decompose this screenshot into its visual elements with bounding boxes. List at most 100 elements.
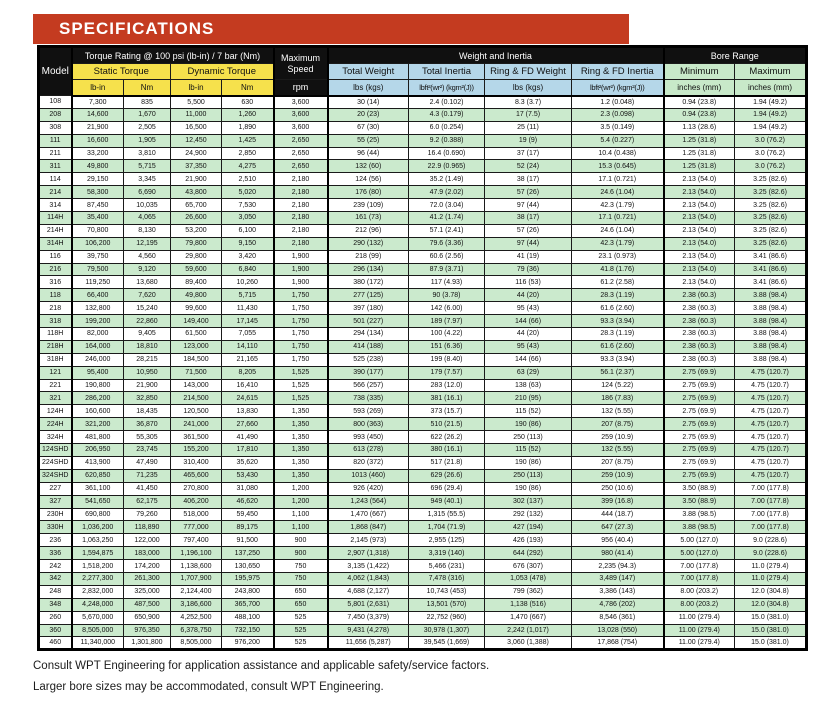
spec-cell: 750 (272, 559, 328, 573)
spec-cell: 3.25 (82.6) (734, 223, 807, 238)
spec-cell: 3.5 (0.149) (571, 120, 664, 135)
spec-cell: 22,752 (960) (408, 610, 485, 625)
spec-cell: 4,786 (202) (571, 597, 664, 612)
model-cell: 242 (38, 559, 72, 573)
header-rpm: rpm (272, 79, 328, 97)
spec-cell: 24.6 (1.04) (571, 185, 664, 200)
spec-cell: 59,600 (170, 262, 222, 277)
spec-cell: 132 (60) (326, 159, 409, 174)
spec-row-111: 111 16,600 1,905 12,450 1,425 2,650 55 (25) 9.2… (38, 133, 807, 148)
spec-cell: 14,600 (70, 107, 124, 122)
spec-cell: 1,750 (272, 339, 328, 354)
table-header: Model Torque Rating @ 100 psi (lb-in) / … (38, 46, 807, 97)
spec-cell: 115 (52) (484, 404, 572, 419)
model-cell: 111 (38, 133, 72, 148)
spec-cell: 2,832,000 (70, 584, 124, 599)
spec-row-308: 308 21,900 2,505 16,500 1,890 3,600 67 (30) 6.0… (38, 120, 807, 135)
spec-cell: 926 (420) (326, 481, 409, 496)
spec-cell: 1.25 (31.8) (662, 146, 735, 161)
header-torque-group: Torque Rating @ 100 psi (lb-in) / 7 bar … (70, 46, 274, 64)
spec-cell: 650 (272, 597, 328, 612)
spec-cell: 2.38 (60.3) (662, 314, 735, 329)
header-weight-group: Weight and Inertia (326, 46, 664, 64)
spec-cell: 647 (27.3) (571, 520, 664, 535)
spec-cell: 122,000 (123, 533, 171, 548)
spec-cell: 2.13 (54.0) (662, 223, 735, 238)
model-cell: 218H (38, 339, 72, 354)
spec-cell: 56.1 (2.37) (571, 365, 664, 380)
spec-cell: 91,500 (221, 533, 274, 548)
spec-cell: 3,186,600 (170, 597, 222, 612)
spec-cell: 3.88 (98.4) (734, 301, 807, 316)
spec-cell: 61.6 (2.60) (571, 301, 664, 316)
spec-cell: 12,450 (170, 133, 222, 148)
spec-cell: 3,489 (147) (571, 571, 664, 586)
spec-cell: 1,425 (221, 133, 274, 148)
spec-cell: 138 (63) (484, 378, 572, 393)
spec-cell: 0.94 (23.8) (662, 95, 735, 109)
spec-cell: 5,466 (231) (408, 559, 485, 573)
spec-cell: 87.9 (3.71) (408, 262, 485, 277)
spec-cell: 3,600 (272, 107, 328, 122)
spec-cell: 3.25 (82.6) (734, 198, 807, 213)
spec-cell: 620,850 (70, 468, 124, 483)
spec-cell: 414 (188) (326, 339, 409, 354)
spec-cell: 24,615 (221, 391, 274, 406)
spec-cell: 2,277,300 (70, 571, 124, 586)
spec-cell: 427 (194) (484, 520, 572, 535)
spec-cell: 277 (125) (326, 288, 409, 303)
spec-cell: 593 (269) (326, 404, 409, 419)
spec-cell: 207 (8.75) (571, 417, 664, 432)
spec-cell: 1,470 (667) (326, 507, 409, 522)
spec-cell: 3.41 (86.6) (734, 262, 807, 277)
header-static-nm: Nm (123, 79, 171, 97)
header-total-weight: Total Weight (326, 63, 409, 80)
spec-cell: 206,950 (70, 443, 124, 457)
spec-cell: 210 (95) (484, 391, 572, 406)
spec-cell: 10,950 (123, 365, 171, 380)
spec-cell: 6,378,750 (170, 623, 222, 638)
spec-cell: 93.3 (3.94) (571, 352, 664, 367)
spec-cell: 8.00 (203.2) (662, 597, 735, 612)
spec-cell: 10.4 (0.438) (571, 146, 664, 161)
spec-cell: 1,750 (272, 352, 328, 367)
spec-cell: 2.13 (54.0) (662, 185, 735, 200)
spec-cell: 6.0 (0.254) (408, 120, 485, 135)
spec-cell: 1,900 (272, 275, 328, 290)
spec-cell: 2.38 (60.3) (662, 339, 735, 354)
spec-cell: 2,650 (272, 146, 328, 161)
spec-cell: 41,490 (221, 430, 274, 445)
spec-cell: 195,975 (221, 571, 274, 586)
spec-cell: 738 (335) (326, 391, 409, 406)
spec-cell: 290 (132) (326, 236, 409, 251)
spec-cell: 1.94 (49.2) (734, 95, 807, 109)
header-ring-fd-inertia: Ring & FD Inertia (571, 63, 664, 80)
spec-cell: 15,240 (123, 301, 171, 316)
spec-cell: 2,955 (125) (408, 533, 485, 548)
spec-row-208: 208 14,600 1,670 11,000 1,260 3,600 20 (23) 4.3… (38, 107, 807, 122)
header-dynamic-nm: Nm (221, 79, 274, 97)
spec-cell: 39,750 (70, 249, 124, 264)
spec-cell: 2.38 (60.3) (662, 327, 735, 341)
spec-row-360: 360 8,505,000 976,350 6,378,750 732,150 525 9,… (38, 623, 807, 638)
spec-cell: 993 (450) (326, 430, 409, 445)
spec-cell: 25 (11) (484, 120, 572, 135)
spec-cell: 62,175 (123, 494, 171, 509)
header-total-inertia: Total Inertia (408, 63, 485, 80)
spec-cell: 413,900 (70, 455, 124, 470)
spec-cell: 72.0 (3.04) (408, 198, 485, 213)
spec-cell: 41.2 (1.74) (408, 211, 485, 225)
spec-cell: 7.00 (177.8) (734, 520, 807, 535)
spec-cell: 190,800 (70, 378, 124, 393)
spec-cell: 61.6 (2.60) (571, 339, 664, 354)
spec-cell: 510 (21.5) (408, 417, 485, 432)
model-cell: 336 (38, 546, 72, 561)
spec-cell: 28,215 (123, 352, 171, 367)
spec-cell: 3.25 (82.6) (734, 211, 807, 225)
model-cell: 324H (38, 430, 72, 445)
spec-cell: 39,545 (1,669) (408, 636, 485, 651)
spec-cell: 5.00 (127.0) (662, 533, 735, 548)
spec-cell: 21,900 (70, 120, 124, 135)
spec-cell: 1,890 (221, 120, 274, 135)
spec-cell: 1,525 (272, 365, 328, 380)
